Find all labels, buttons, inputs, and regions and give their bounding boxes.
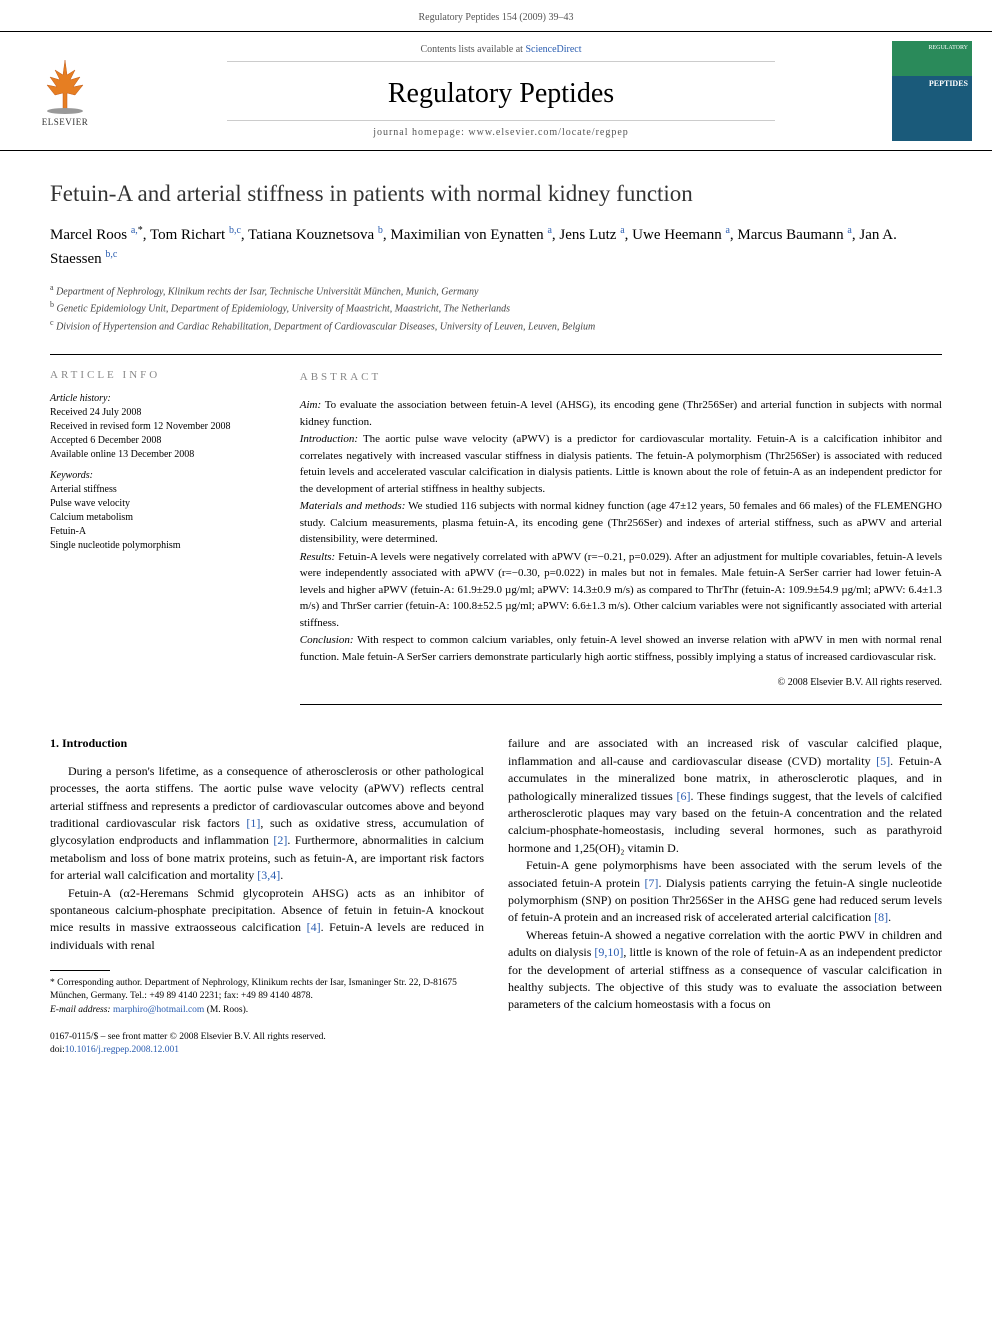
contents-prefix: Contents lists available at xyxy=(420,44,525,55)
publisher-name: ELSEVIER xyxy=(42,117,89,127)
bottom-matter: 0167-0115/$ – see front matter © 2008 El… xyxy=(50,1031,484,1058)
journal-name: Regulatory Peptides xyxy=(388,78,614,110)
doi-value[interactable]: 10.1016/j.regpep.2008.12.001 xyxy=(65,1045,179,1055)
body-columns: 1. Introduction During a person's lifeti… xyxy=(50,735,942,1057)
right-column: failure and are associated with an incre… xyxy=(508,735,942,1057)
body-paragraph: failure and are associated with an incre… xyxy=(508,735,942,857)
doi-label: doi: xyxy=(50,1045,65,1055)
history-line: Received in revised form 12 November 200… xyxy=(50,420,280,434)
issn-line: 0167-0115/$ – see front matter © 2008 El… xyxy=(50,1031,484,1044)
abstract-copyright: © 2008 Elsevier B.V. All rights reserved… xyxy=(300,675,942,690)
affiliation-line: a Department of Nephrology, Klinikum rec… xyxy=(50,282,942,299)
history-line: Received 24 July 2008 xyxy=(50,406,280,420)
article-title: Fetuin-A and arterial stiffness in patie… xyxy=(50,181,942,207)
elsevier-tree-icon xyxy=(35,55,95,115)
corresponding-author: * Corresponding author. Department of Ne… xyxy=(50,977,484,1004)
article-info-heading: article info xyxy=(50,369,280,381)
keyword-line: Arterial stiffness xyxy=(50,483,280,497)
contents-available: Contents lists available at ScienceDirec… xyxy=(227,44,774,62)
cover-title: PEPTIDES xyxy=(929,79,968,88)
email-label: E-mail address: xyxy=(50,1005,113,1015)
author-list: Marcel Roos a,*, Tom Richart b,c, Tatian… xyxy=(50,223,942,270)
article-info: article info Article history: Received 2… xyxy=(50,369,300,706)
info-abstract-row: article info Article history: Received 2… xyxy=(50,354,942,706)
sciencedirect-link[interactable]: ScienceDirect xyxy=(525,44,581,55)
journal-cover-thumbnail: REGULATORY PEPTIDES xyxy=(892,41,972,141)
journal-homepage: journal homepage: www.elsevier.com/locat… xyxy=(227,120,774,138)
affiliation-line: c Division of Hypertension and Cardiac R… xyxy=(50,317,942,334)
left-column: 1. Introduction During a person's lifeti… xyxy=(50,735,484,1057)
abstract-section: Introduction: The aortic pulse wave velo… xyxy=(300,431,942,497)
abstract-section: Results: Fetuin-A levels were negatively… xyxy=(300,549,942,632)
keyword-line: Pulse wave velocity xyxy=(50,497,280,511)
running-header: Regulatory Peptides 154 (2009) 39–43 xyxy=(0,0,992,31)
keyword-line: Single nucleotide polymorphism xyxy=(50,539,280,553)
abstract-section: Materials and methods: We studied 116 su… xyxy=(300,498,942,548)
body-paragraph: Fetuin-A (α2-Heremans Schmid glycoprotei… xyxy=(50,885,484,955)
abstract-heading: abstract xyxy=(300,369,942,386)
keyword-line: Calcium metabolism xyxy=(50,511,280,525)
email-who: (M. Roos). xyxy=(204,1005,248,1015)
banner-center: Contents lists available at ScienceDirec… xyxy=(110,44,892,138)
history-line: Available online 13 December 2008 xyxy=(50,448,280,462)
history-line: Accepted 6 December 2008 xyxy=(50,434,280,448)
journal-banner: ELSEVIER Contents lists available at Sci… xyxy=(0,31,992,151)
history-label: Article history: xyxy=(50,393,280,404)
abstract: abstract Aim: To evaluate the associatio… xyxy=(300,369,942,706)
footnote-separator xyxy=(50,970,110,971)
article-content: Fetuin-A and arterial stiffness in patie… xyxy=(0,151,992,1078)
intro-heading: 1. Introduction xyxy=(50,735,484,752)
body-paragraph: Whereas fetuin-A showed a negative corre… xyxy=(508,927,942,1014)
affiliations: a Department of Nephrology, Klinikum rec… xyxy=(50,282,942,334)
footnotes: * Corresponding author. Department of Ne… xyxy=(50,977,484,1017)
abstract-section: Aim: To evaluate the association between… xyxy=(300,397,942,430)
abstract-section: Conclusion: With respect to common calci… xyxy=(300,632,942,665)
doi-line: doi:10.1016/j.regpep.2008.12.001 xyxy=(50,1044,484,1057)
email-address[interactable]: marphiro@hotmail.com xyxy=(113,1005,204,1015)
affiliation-line: b Genetic Epidemiology Unit, Department … xyxy=(50,299,942,316)
email-line: E-mail address: marphiro@hotmail.com (M.… xyxy=(50,1004,484,1017)
body-paragraph: During a person's lifetime, as a consequ… xyxy=(50,763,484,885)
keyword-line: Fetuin-A xyxy=(50,525,280,539)
cover-label: REGULATORY xyxy=(928,45,968,51)
body-paragraph: Fetuin-A gene polymorphisms have been as… xyxy=(508,857,942,927)
keywords-label: Keywords: xyxy=(50,470,280,481)
elsevier-logo: ELSEVIER xyxy=(20,41,110,141)
